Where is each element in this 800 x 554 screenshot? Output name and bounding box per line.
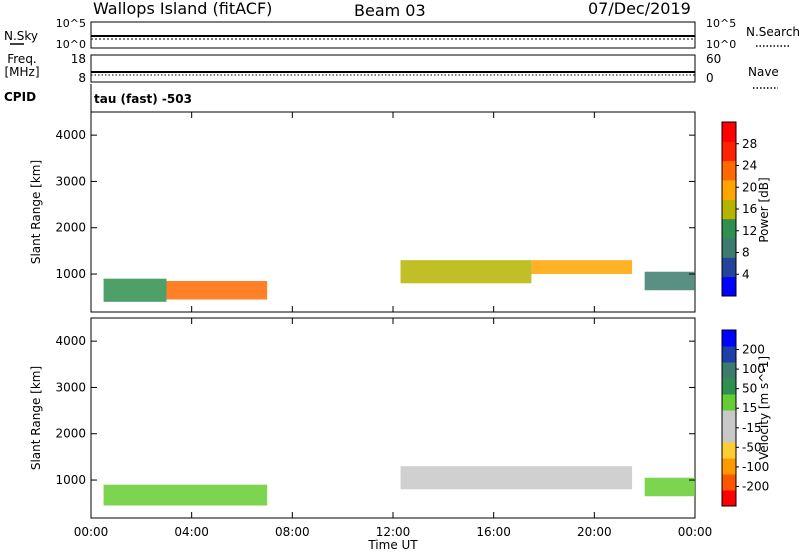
xtick-label: 12:00 — [376, 525, 411, 539]
velocity-region-0 — [103, 484, 268, 506]
freq-tick-top: 18 — [71, 52, 86, 66]
freq-label: Freq. — [7, 52, 37, 66]
velocity-colorbar-segment — [722, 410, 736, 427]
power-colorbar-segment — [722, 218, 736, 239]
nave-tick-top: 60 — [706, 52, 721, 66]
nave-label: Nave — [748, 65, 779, 79]
power-region-0 — [103, 278, 167, 302]
power-colorbar-segment — [722, 180, 736, 200]
velocity-colorbar-tick-label: 50 — [742, 382, 757, 396]
freq-unit-label: [MHz] — [4, 65, 39, 79]
velocity-ytick-label: 3000 — [55, 380, 86, 394]
velocity-colorbar-tick-label: -100 — [742, 460, 769, 474]
power-colorbar-segment — [722, 199, 736, 220]
xtick-label: 20:00 — [577, 525, 612, 539]
time-x-axis: 00:00 04:00 08:00 12:00 16:00 20:00 00:00 — [74, 525, 713, 539]
power-colorbar-tick-label: 28 — [742, 137, 757, 151]
velocity-colorbar-segment — [722, 490, 736, 507]
power-colorbar-tick-label: 8 — [742, 246, 750, 260]
velocity-colorbar-tick-label: 200 — [742, 343, 765, 357]
velocity-heatmap — [103, 466, 695, 506]
power-panel: 1000 2000 3000 4000 Slant Range [km] 4 8 12 16… — [29, 111, 771, 313]
nsky-label: N.Sky — [4, 29, 38, 43]
xtick-label: 16:00 — [476, 525, 511, 539]
noise-panel: N.Sky 10^5 10^0 10^5 10^0 N.Search — [4, 17, 800, 51]
time-xlabel: Time UT — [367, 538, 418, 552]
nsearch-tick-bottom: 10^0 — [706, 38, 736, 51]
cpid-label: CPID — [4, 90, 36, 104]
freq-panel: Freq. [MHz] 18 8 60 0 Nave — [4, 52, 779, 89]
power-region-3 — [531, 260, 633, 275]
velocity-ytick-label: 1000 — [55, 473, 86, 487]
freq-tick-bottom: 8 — [78, 71, 86, 85]
date-title: 07/Dec/2019 — [588, 0, 691, 18]
velocity-colorbar-segment — [722, 442, 736, 459]
velocity-colorbar-tick-label: -200 — [742, 479, 769, 493]
velocity-colorbar-tick-label: 15 — [742, 401, 757, 415]
velocity-colorbar-tick-label: -15 — [742, 421, 762, 435]
velocity-colorbar-segment — [722, 426, 736, 443]
beam-title: Beam 03 — [354, 1, 426, 20]
power-colorbar-tick-label: 12 — [742, 224, 757, 238]
cpid-text: tau (fast) -503 — [94, 92, 192, 106]
xtick-label: 08:00 — [275, 525, 310, 539]
velocity-colorbar-segment — [722, 330, 736, 347]
nsearch-label: N.Search — [746, 25, 800, 39]
power-colorbar-segment — [722, 238, 736, 258]
power-colorbar-tick-label: 16 — [742, 202, 757, 216]
power-ytick-label: 2000 — [55, 221, 86, 235]
velocity-colorbar-segment — [722, 362, 736, 379]
power-colorbar-segment — [722, 141, 736, 162]
xtick-label: 00:00 — [678, 525, 713, 539]
nave-tick-bottom: 0 — [706, 71, 714, 85]
power-colorbar-segment — [722, 276, 736, 297]
nsky-tick-top: 10^5 — [56, 17, 86, 30]
power-y-axis: 1000 2000 3000 4000 — [55, 112, 696, 312]
power-colorbar: 4 8 12 16 20 24 28 — [721, 121, 757, 297]
velocity-colorbar-tick-label: -50 — [742, 440, 762, 454]
power-colorbar-tick-label: 24 — [742, 159, 757, 173]
velocity-ylabel: Slant Range [km] — [29, 366, 43, 470]
xtick-label: 04:00 — [174, 525, 209, 539]
power-ylabel: Slant Range [km] — [29, 160, 43, 264]
velocity-colorbar-segment — [722, 346, 736, 363]
velocity-ytick-label: 4000 — [55, 334, 86, 348]
power-ytick-label: 1000 — [55, 267, 86, 281]
nsearch-tick-top: 10^5 — [706, 17, 736, 30]
power-colorbar-label: Power [dB] — [757, 177, 771, 242]
power-heatmap — [103, 260, 695, 302]
power-colorbar-tick-label: 4 — [742, 267, 750, 281]
velocity-colorbar-segment — [722, 394, 736, 411]
velocity-panel: 1000 2000 3000 4000 Slant Range [km] -200 -1… — [29, 317, 771, 519]
velocity-colorbar-tick-label: 100 — [742, 362, 765, 376]
nsky-tick-bottom: 10^0 — [56, 38, 86, 51]
power-region-4 — [644, 271, 695, 291]
velocity-colorbar-segment — [722, 474, 736, 491]
velocity-colorbar-segment — [722, 378, 736, 395]
velocity-colorbar-label: Velocity [m s^-1] — [757, 356, 771, 460]
xtick-label: 00:00 — [74, 525, 109, 539]
power-colorbar-segment — [722, 122, 736, 142]
power-colorbar-segment — [722, 160, 736, 181]
velocity-region-1 — [400, 466, 633, 490]
power-ytick-label: 3000 — [55, 174, 86, 188]
power-colorbar-tick-label: 20 — [742, 180, 757, 194]
power-region-1 — [166, 280, 268, 300]
velocity-ytick-label: 2000 — [55, 427, 86, 441]
velocity-colorbar-segment — [722, 458, 736, 475]
velocity-colorbar: -200 -100 -50 -15 15 50 100 200 — [721, 329, 769, 507]
velocity-y-axis: 1000 2000 3000 4000 — [55, 318, 696, 518]
power-region-2 — [400, 260, 532, 284]
velocity-region-2 — [644, 477, 695, 497]
power-ytick-label: 4000 — [55, 128, 86, 142]
station-title: Wallops Island (fitACF) — [93, 0, 272, 18]
power-colorbar-segment — [722, 257, 736, 278]
